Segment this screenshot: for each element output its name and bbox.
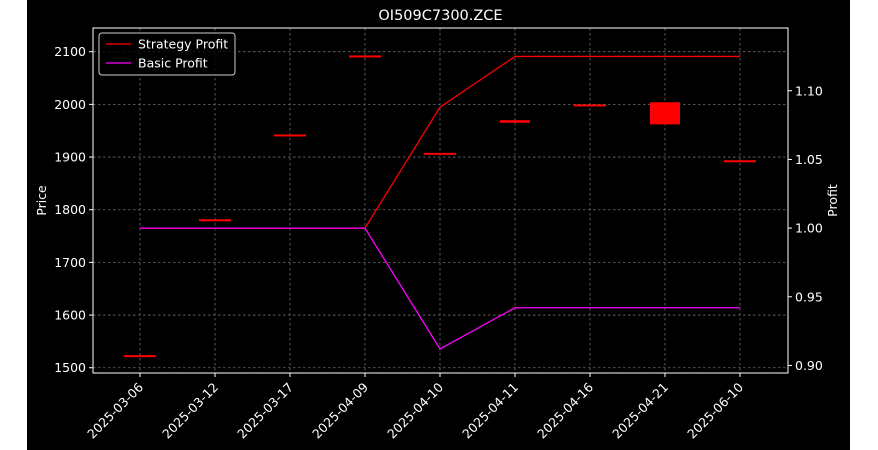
y-tick-label-right: 0.90 <box>795 358 823 373</box>
candle <box>199 219 231 222</box>
candle <box>724 160 756 163</box>
legend-label: Strategy Profit <box>138 37 228 52</box>
y-tick-label-right: 0.95 <box>795 289 823 304</box>
x-tick-label: 2025-03-12 <box>159 380 221 442</box>
x-tick-label: 2025-03-17 <box>234 380 296 442</box>
y-axis-label-right: Profit <box>825 184 840 217</box>
series-line-basic-profit <box>140 227 740 350</box>
candle <box>500 120 530 123</box>
x-tick-label: 2025-04-11 <box>459 380 521 442</box>
y-tick-label-left: 1700 <box>54 255 86 270</box>
legend-label: Basic Profit <box>138 56 208 71</box>
x-tick-label: 2025-04-09 <box>309 379 371 441</box>
x-tick-label: 2025-06-10 <box>684 379 746 441</box>
legend-box <box>98 32 236 76</box>
y-axis-left: 1500 1600 1700 1800 1900 2000 2100 <box>54 44 93 375</box>
x-tick-label: 2025-04-21 <box>609 380 671 442</box>
candle <box>124 355 156 358</box>
x-axis: 2025-03-06 2025-03-12 2025-03-17 2025-04-09… <box>84 373 746 441</box>
y-axis-label-left: Price <box>34 185 49 216</box>
candle <box>349 55 381 58</box>
y-tick-label-right: 1.10 <box>795 83 823 98</box>
chart-figure: 1500 1600 1700 1800 1900 2000 2100 0.90 0.95 1.00… <box>27 0 850 450</box>
chart-svg: 1500 1600 1700 1800 1900 2000 2100 0.90 0.95 1.00… <box>34 8 840 441</box>
candle <box>424 152 456 155</box>
y-tick-label-right: 1.00 <box>795 221 823 236</box>
axes-frame <box>92 27 789 374</box>
candle <box>574 104 606 107</box>
y-tick-label-left: 1500 <box>54 360 86 375</box>
candle <box>274 134 306 137</box>
grid <box>93 28 788 373</box>
y-tick-label-left: 2000 <box>54 97 86 112</box>
y-tick-label-left: 2100 <box>54 44 86 59</box>
x-tick-label: 2025-04-10 <box>384 379 446 441</box>
candles <box>124 55 756 358</box>
y-tick-label-left: 1800 <box>54 202 86 217</box>
x-tick-label: 2025-04-16 <box>534 379 596 441</box>
y-tick-label-left: 1900 <box>54 150 86 165</box>
series-line-strategy-profit <box>140 55 740 229</box>
y-tick-label-left: 1600 <box>54 308 86 323</box>
chart-title: OI509C7300.ZCE <box>378 8 502 24</box>
y-tick-label-right: 1.05 <box>795 152 823 167</box>
legend: Strategy Profit Basic Profit <box>98 32 236 76</box>
x-tick-label: 2025-03-06 <box>84 379 146 441</box>
y-axis-right: 0.90 0.95 1.00 1.05 1.10 <box>788 83 823 373</box>
candle <box>650 102 680 125</box>
